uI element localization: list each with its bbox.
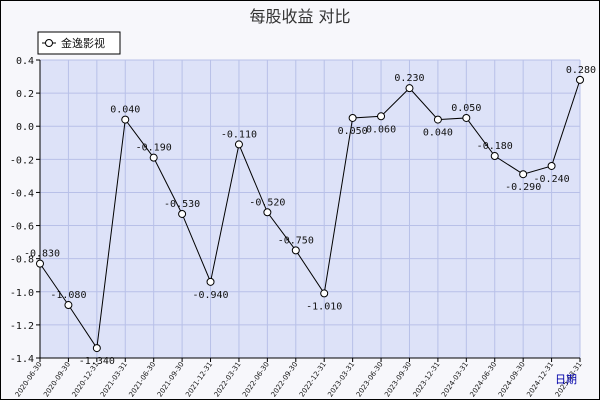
data-labels: -0.830 -1.080 -1.340 0.040 -0.190 -0.530 -0.94…: [24, 65, 596, 367]
data-label: 0.040: [423, 128, 453, 139]
data-point: [519, 170, 528, 179]
x-tick-label: 2022-06-30: [241, 361, 271, 399]
x-tick-label: 2024-12-31: [525, 361, 555, 399]
data-point: [405, 84, 414, 93]
data-label: -0.940: [192, 290, 228, 301]
y-tick-label: 0.0: [16, 122, 34, 133]
data-label: 0.050: [338, 126, 368, 137]
y-tick-label: -1.4: [10, 354, 34, 365]
data-label: -0.110: [221, 129, 257, 140]
data-point: [92, 344, 101, 353]
y-tick-label: 0.4: [16, 56, 34, 67]
legend-label: 金逸影视: [61, 36, 105, 50]
data-label: -1.080: [50, 290, 86, 301]
data-label: -0.290: [505, 182, 541, 193]
y-tick-label: -0.4: [10, 188, 34, 199]
data-label: -1.010: [306, 301, 342, 312]
x-tick-label: 2023-09-30: [383, 361, 413, 399]
data-point: [490, 152, 499, 161]
plot-area: [40, 60, 580, 358]
data-label: -0.830: [24, 249, 60, 260]
data-point: [320, 289, 329, 298]
x-tick-label: 2020-09-30: [42, 361, 72, 399]
data-point: [206, 277, 215, 286]
x-tick-label: 2021-06-30: [127, 361, 157, 399]
data-point: [263, 208, 272, 217]
data-point: [178, 209, 187, 218]
x-tick-label: 2024-06-30: [468, 361, 498, 399]
legend-marker: [45, 39, 53, 47]
data-label: -0.750: [278, 235, 314, 246]
data-label: 0.280: [566, 65, 596, 76]
y-tick-label: -0.6: [10, 222, 34, 233]
y-tick-label: -1.2: [10, 321, 34, 332]
x-tick-label: 2021-12-31: [184, 361, 214, 399]
x-axis-label: 日期: [555, 373, 577, 386]
x-tick-label: 2022-09-30: [270, 361, 300, 399]
data-point: [377, 112, 386, 121]
data-point: [348, 113, 357, 122]
y-tick-label: -0.8: [10, 255, 34, 266]
data-label: 0.230: [394, 73, 424, 84]
x-tick-label: 2023-03-31: [326, 361, 356, 399]
data-label: 0.050: [451, 103, 481, 114]
data-label: -0.520: [249, 197, 285, 208]
chart-title: 每股收益 对比: [249, 7, 350, 26]
data-point: [547, 161, 556, 170]
x-tick-label: 2023-12-31: [412, 361, 442, 399]
data-point: [462, 113, 471, 122]
data-label: -1.340: [79, 356, 115, 367]
x-tick-label: 2024-09-30: [497, 361, 527, 399]
data-label: 0.060: [366, 124, 396, 135]
x-tick-label: 2023-06-30: [355, 361, 385, 399]
legend-box: [37, 31, 121, 55]
data-label: -0.180: [477, 141, 513, 152]
data-point: [149, 153, 158, 162]
data-point: [291, 246, 300, 255]
y-tick-label: -1.0: [10, 288, 34, 299]
data-label: -0.240: [534, 174, 570, 185]
data-point: [121, 115, 130, 124]
data-label: -0.190: [136, 143, 172, 154]
y-axis-ticks: 0.4 0.2 0.0 -0.2 -0.4 -0.6 -0.8 -1.0 -1.2 -1.4: [10, 56, 40, 365]
series-jinyi: [36, 75, 584, 353]
y-tick-label: 0.2: [16, 89, 34, 100]
data-point: [36, 259, 44, 268]
data-point: [64, 301, 73, 310]
data-point: [234, 140, 243, 149]
data-label: -0.530: [164, 199, 200, 210]
data-label: 0.040: [110, 105, 140, 116]
x-tick-label: 2020-06-30: [14, 361, 44, 399]
data-point: [576, 75, 584, 84]
x-tick-label: 2021-09-30: [156, 361, 186, 399]
x-tick-label: 2024-03-31: [440, 361, 470, 399]
x-tick-label: 2022-12-31: [298, 361, 328, 399]
series-line: [39, 79, 581, 350]
data-point: [433, 115, 442, 124]
y-tick-label: -0.2: [10, 155, 34, 166]
legend: 金逸影视: [37, 31, 121, 55]
x-tick-label: 2022-03-31: [213, 361, 243, 399]
